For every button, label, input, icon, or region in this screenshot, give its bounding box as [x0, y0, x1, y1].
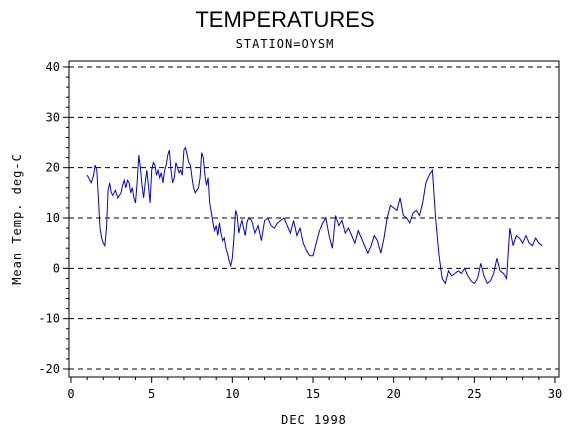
y-tick-label-3: 10 — [46, 211, 60, 225]
x-tick-label-1: 5 — [148, 387, 155, 401]
y-tick-label-4: 20 — [46, 161, 60, 175]
x-tick-label-4: 20 — [386, 387, 400, 401]
plot-frame — [68, 60, 560, 378]
axis-ticks: -20 -10 0 10 20 30 40 0 5 10 15 20 25 30 — [38, 60, 562, 401]
y-tick-label-5: 30 — [46, 110, 60, 124]
x-axis-label: DEC 1998 — [281, 413, 347, 427]
x-tick-label-3: 15 — [306, 387, 320, 401]
gridlines — [69, 66, 559, 370]
temperature-series-line — [86, 146, 543, 285]
x-tick-label-6: 30 — [548, 387, 562, 401]
y-axis-label: Mean Temp. deg-C — [10, 153, 24, 285]
chart-subtitle: STATION=OYSM — [236, 37, 335, 51]
y-tick-label-1: -10 — [38, 312, 60, 326]
chart-title: TEMPERATURES — [195, 7, 374, 32]
y-tick-label-0: -20 — [38, 362, 60, 376]
x-tick-label-5: 25 — [467, 387, 481, 401]
x-tick-label-0: 0 — [67, 387, 74, 401]
y-tick-label-2: 0 — [53, 261, 60, 275]
y-tick-label-6: 40 — [46, 60, 60, 74]
x-tick-label-2: 10 — [225, 387, 239, 401]
